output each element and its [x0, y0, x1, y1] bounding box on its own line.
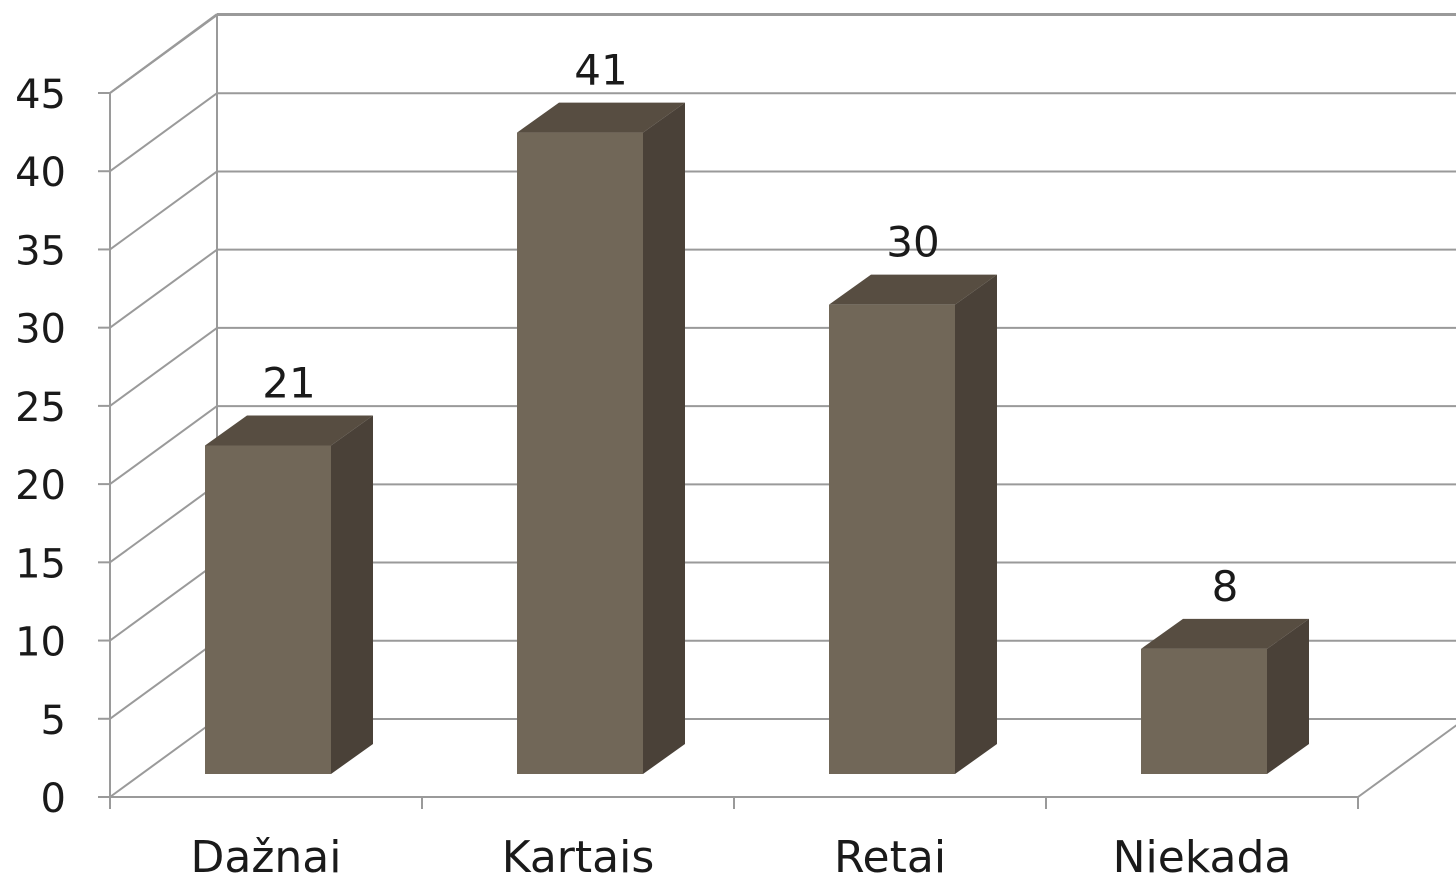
y-tick-label: 40 [15, 150, 66, 196]
x-tick-label: Niekada [1113, 832, 1292, 880]
side-gridline [109, 561, 218, 642]
bar-top-face [517, 102, 685, 133]
side-gridline [109, 639, 218, 720]
bar-top-face [829, 274, 997, 305]
x-tick-label: Retai [834, 832, 946, 880]
y-tick-label: 5 [41, 698, 66, 744]
side-gridline [109, 483, 218, 564]
side-gridline [109, 170, 218, 251]
y-tick-label: 0 [41, 776, 66, 822]
floor-right-edge [1357, 724, 1456, 798]
bar-side-face [643, 102, 685, 775]
y-tick-label: 20 [15, 463, 66, 509]
bar-4 [1141, 648, 1267, 774]
bar-2 [517, 132, 643, 775]
bar-3 [829, 304, 955, 774]
y-tick-label: 15 [15, 541, 66, 587]
side-wall-top [109, 13, 218, 94]
data-label: 30 [886, 218, 939, 267]
bar-side-face [955, 274, 997, 774]
side-gridline [109, 248, 218, 329]
bar-top-face [1141, 618, 1309, 649]
side-gridline [109, 718, 218, 798]
data-label: 21 [262, 358, 315, 407]
x-tick-label: Kartais [502, 832, 655, 880]
y-tick-label: 25 [15, 385, 66, 431]
y-tick-label: 45 [15, 72, 66, 118]
side-gridline [109, 405, 218, 485]
bar-side-face [1267, 618, 1309, 774]
data-label: 41 [574, 46, 627, 95]
y-tick-label: 35 [15, 228, 66, 274]
data-label: 8 [1212, 562, 1239, 611]
y-tick-label: 10 [15, 620, 66, 666]
bar-1 [205, 445, 331, 774]
side-gridline [109, 92, 218, 173]
bar-side-face [331, 415, 373, 774]
y-tick-label: 30 [15, 307, 66, 353]
x-tick-label: Dažnai [190, 832, 341, 880]
bar-top-face [205, 415, 373, 446]
side-gridline [109, 327, 218, 407]
